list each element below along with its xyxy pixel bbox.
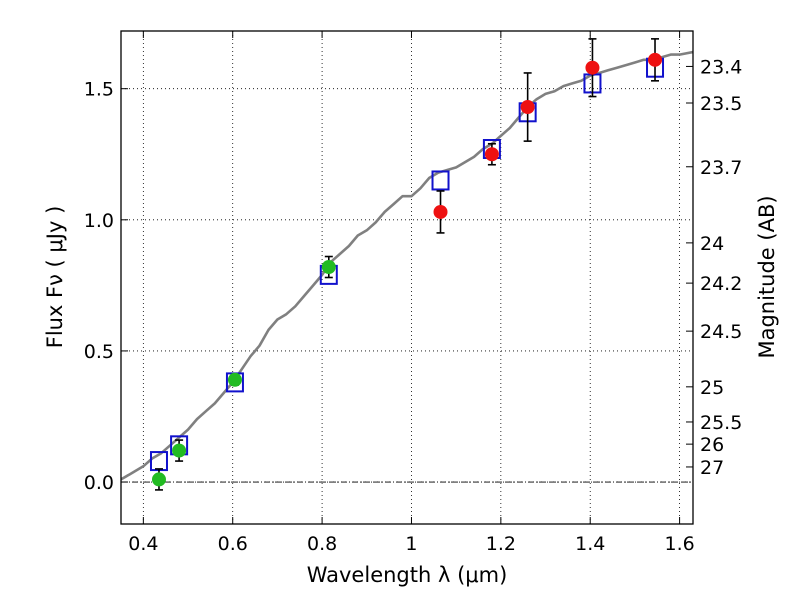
magnitude-tick-label: 27 <box>700 457 724 479</box>
x-tick-label: 1 <box>405 533 417 555</box>
observed-flux-point <box>433 204 448 219</box>
observed-flux-point <box>585 60 600 75</box>
model-spectrum-line <box>121 50 693 481</box>
observed-flux-point <box>520 100 535 115</box>
magnitude-tick-label: 25 <box>700 377 724 399</box>
plot-frame <box>120 30 694 525</box>
magnitude-tick-label: 23.4 <box>700 56 742 78</box>
y-tick-label: 1.0 <box>84 210 114 232</box>
observed-flux-point <box>172 443 187 458</box>
magnitude-tick-label: 24.2 <box>700 273 742 295</box>
grid-lines <box>121 31 693 524</box>
y-axis-label: Flux Fν ( μJy ) <box>43 206 67 349</box>
magnitude-tick-label: 24.5 <box>700 321 742 343</box>
magnitude-tick-label: 23.7 <box>700 157 742 179</box>
observed-flux-point <box>648 52 663 67</box>
observed-flux-point <box>321 260 336 275</box>
y-tick-label: 0.5 <box>84 341 114 363</box>
magnitude-tick-label: 24 <box>700 233 724 255</box>
x-tick-label: 0.8 <box>307 533 337 555</box>
y-tick-label: 0.0 <box>84 472 114 494</box>
model-flux-square <box>431 170 450 191</box>
magnitude-tick-label: 26 <box>700 434 724 456</box>
observed-flux-point <box>484 147 499 162</box>
y-tick-label: 1.5 <box>84 79 114 101</box>
x-tick-label: 1.6 <box>664 533 694 555</box>
observed-flux-point <box>151 472 166 487</box>
tick-labels: 0.4 0.6 0.8 1 1.2 1.4 1.6 0.0 0.5 1.0 1.5 23.4 23.5 2… <box>84 56 743 555</box>
magnitude-tick-label: 25.5 <box>700 412 742 434</box>
x-tick-label: 0.4 <box>128 533 158 555</box>
x-tick-label: 0.6 <box>218 533 248 555</box>
x-tick-label: 1.2 <box>486 533 516 555</box>
plot-content <box>121 38 693 491</box>
x-axis-label: Wavelength λ (μm) <box>307 563 508 587</box>
y2-axis-label: Magnitude (AB) <box>755 195 779 358</box>
tick-marks <box>121 31 693 524</box>
magnitude-tick-label: 23.5 <box>700 93 742 115</box>
x-tick-label: 1.4 <box>575 533 605 555</box>
observed-flux-point <box>227 372 242 387</box>
